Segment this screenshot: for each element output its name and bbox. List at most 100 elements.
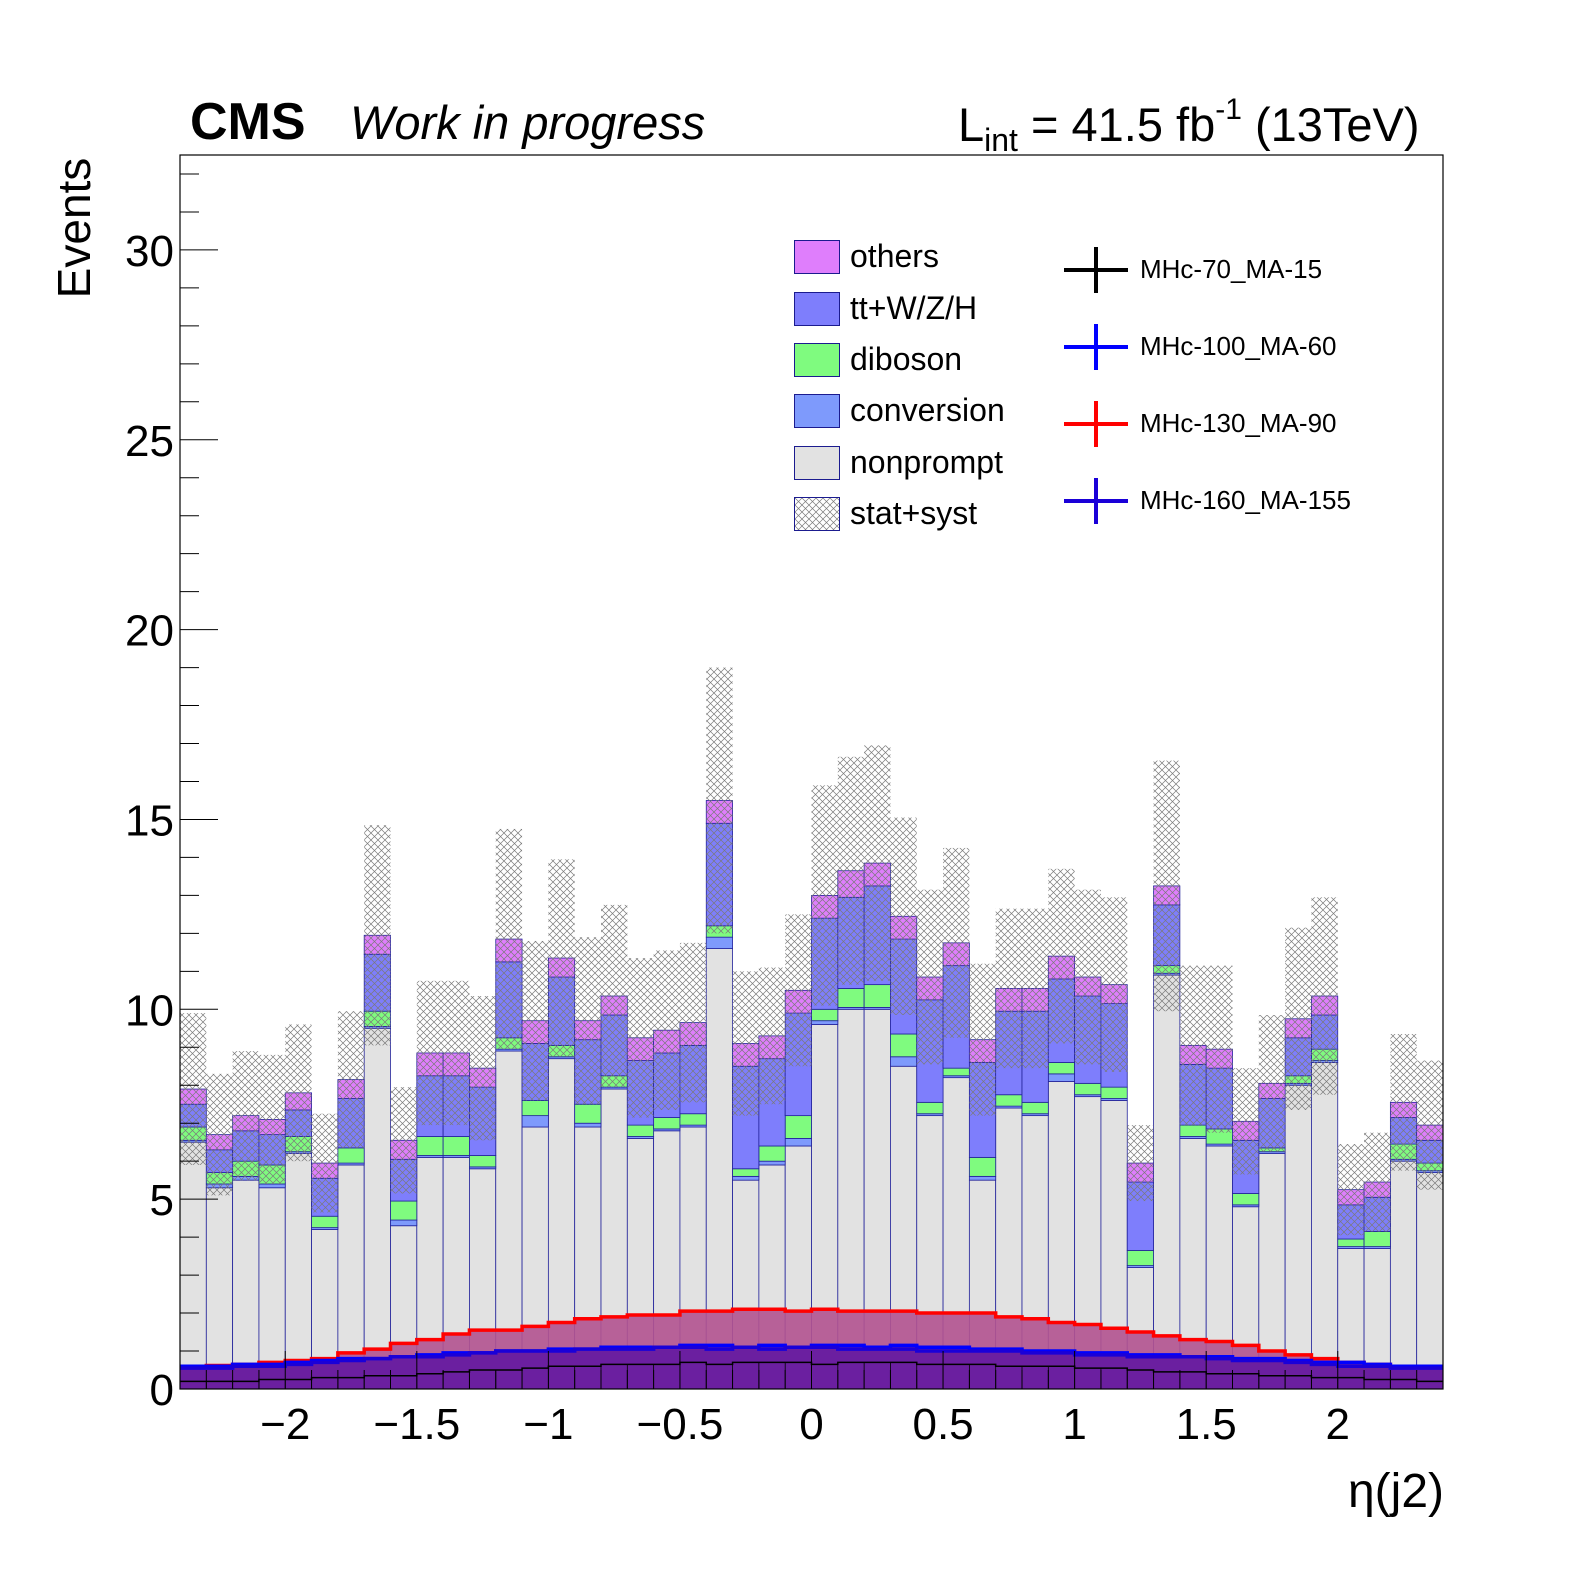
bar-diboson — [390, 1200, 418, 1221]
y-tick-label: 15 — [125, 796, 174, 845]
lumi-value: = 41.5 fb — [1017, 98, 1216, 151]
uncertainty-bin — [390, 1087, 417, 1194]
bar-diboson — [916, 1101, 944, 1115]
legend-marker-signal-2 — [1064, 324, 1128, 370]
uncertainty-bin — [653, 950, 680, 1110]
y-tick-label: 5 — [150, 1176, 174, 1225]
uncertainty-bin — [837, 756, 865, 985]
bar-diboson — [1100, 1086, 1128, 1099]
bar-diboson — [995, 1094, 1023, 1107]
bar-conversion — [705, 936, 733, 949]
bar-nonprompt — [1284, 1084, 1312, 1390]
bar-conversion — [758, 1160, 786, 1166]
bar-diboson — [1179, 1124, 1207, 1137]
bar-conversion — [574, 1122, 602, 1128]
legend-label-signal-3: MHc-130_MA-90 — [1140, 408, 1337, 438]
bar-diboson — [521, 1100, 549, 1117]
bar-diboson — [653, 1117, 681, 1130]
x-axis-title: η(j2) — [1347, 1465, 1444, 1518]
legend-label-diboson: diboson — [850, 341, 963, 377]
uncertainty-bin — [469, 996, 496, 1141]
bar-conversion — [258, 1183, 286, 1189]
bar-diboson — [1363, 1231, 1391, 1248]
uncertainty-bin — [1232, 1068, 1259, 1175]
uncertainty-bin — [1364, 1132, 1391, 1232]
uncertainty-bin — [916, 889, 944, 1065]
legend-swatch-diboson — [794, 343, 840, 377]
legend-label-nonprompt: nonprompt — [850, 444, 1003, 480]
uncertainty-bin — [627, 958, 654, 1118]
uncertainty-bin — [548, 859, 575, 1057]
bar-diboson — [469, 1155, 497, 1168]
uncertainty-bin — [337, 1011, 365, 1148]
bar-nonprompt — [1389, 1160, 1418, 1390]
uncertainty-bin — [1074, 889, 1101, 1065]
bar-conversion — [521, 1115, 549, 1128]
bar-diboson — [1047, 1062, 1076, 1075]
uncertainty-bin — [943, 847, 970, 1038]
uncertainty-bin — [758, 967, 786, 1105]
bar-diboson — [442, 1136, 470, 1156]
legend-swatch-conversion — [794, 394, 840, 428]
bar-conversion — [1047, 1073, 1076, 1082]
uncertainty-bin — [969, 963, 996, 1116]
bar-conversion — [811, 1020, 839, 1025]
uncertainty-bin — [258, 1054, 286, 1184]
luminosity-label: Lint = 41.5 fb-1 (13TeV) — [958, 93, 1420, 159]
uncertainty-bin — [811, 785, 838, 1006]
legend-marker-signal-3 — [1064, 401, 1128, 447]
bar-nonprompt — [179, 1141, 207, 1390]
uncertainty-bin — [285, 1024, 312, 1162]
bar-nonprompt — [1153, 974, 1181, 1390]
bar-conversion — [784, 1138, 812, 1147]
uncertainty-bin — [706, 667, 733, 934]
uncertainty-bin — [785, 914, 812, 1067]
bar-nonprompt — [232, 1179, 260, 1390]
bar-nonprompt — [205, 1187, 234, 1390]
bar-diboson — [811, 1008, 839, 1022]
uncertainty-bin — [232, 1051, 259, 1181]
signal-line-mhc-160-ma-155 — [180, 1345, 1443, 1370]
bar-nonprompt — [1311, 1062, 1339, 1390]
x-tick-label: 2 — [1326, 1400, 1350, 1449]
bar-diboson — [890, 1033, 918, 1058]
bar-conversion — [968, 1175, 997, 1181]
uncertainty-bin — [522, 940, 549, 1101]
uncertainty-bin — [1100, 897, 1128, 1072]
uncertainty-bin — [311, 1113, 338, 1213]
bar-diboson — [1126, 1250, 1154, 1267]
legend-marker-signal-4 — [1064, 478, 1128, 524]
bar-diboson — [1021, 1101, 1049, 1115]
bar-diboson — [784, 1115, 812, 1139]
uncertainty-bin — [495, 828, 523, 1050]
y-tick-label: 20 — [125, 607, 174, 656]
bar-diboson — [863, 984, 891, 1008]
uncertainty-bin — [206, 1073, 233, 1196]
lumi-subscript: int — [984, 122, 1018, 158]
axes: 0 5 10 15 20 25 30 −2 −1.5 −1 −0.5 0 0.5 1 1.5 2 — [125, 154, 1444, 1449]
x-tick-label: −0.5 — [637, 1400, 724, 1449]
uncertainty-bin — [1285, 927, 1312, 1110]
bar-diboson — [942, 1067, 970, 1077]
legend-label-others: others — [850, 238, 939, 274]
uncertainty-bin — [1127, 1125, 1154, 1202]
uncertainty-bin — [1337, 1144, 1365, 1236]
x-tick-label: 0 — [799, 1400, 823, 1449]
lumi-superscript: -1 — [1215, 93, 1242, 126]
bar-diboson — [968, 1156, 997, 1177]
y-axis-title: Events — [48, 157, 100, 299]
bar-diboson — [679, 1113, 707, 1126]
uncertainty-bin — [679, 942, 707, 1103]
uncertainty-bin — [1390, 1033, 1417, 1171]
uncertainty-bin — [601, 904, 628, 1088]
bar-diboson — [1337, 1238, 1365, 1248]
uncertainty-bin — [864, 745, 891, 981]
bar-nonprompt — [1416, 1172, 1444, 1390]
bar-diboson — [574, 1103, 602, 1124]
uncertainty-bin — [416, 980, 444, 1126]
bar-nonprompt — [363, 1027, 391, 1390]
legend-label-conversion: conversion — [850, 392, 1005, 428]
uncertainty-bin — [890, 817, 917, 1016]
bar-diboson — [837, 988, 865, 1008]
